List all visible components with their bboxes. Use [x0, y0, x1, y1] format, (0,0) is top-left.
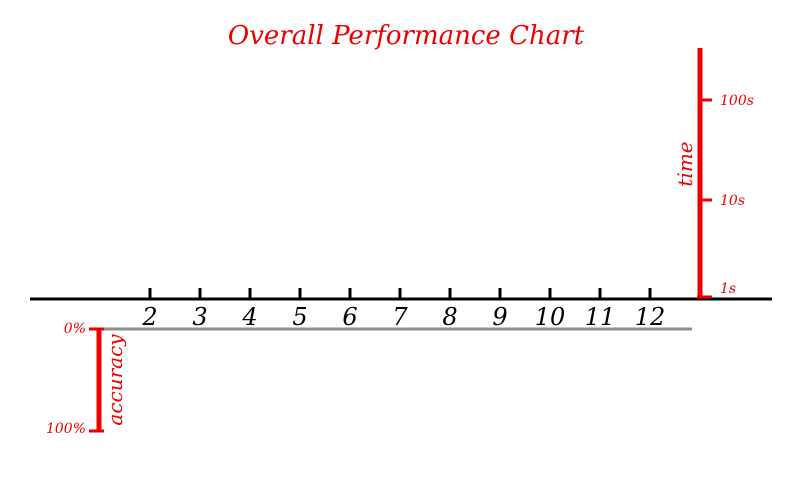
accuracy-tick-label: 100%	[46, 421, 86, 437]
time-tick-label: 100s	[720, 93, 754, 109]
x-tick-label: 9	[492, 303, 507, 331]
time-tick-label: 10s	[720, 193, 745, 209]
x-tick-label: 7	[392, 303, 408, 331]
x-tick-label: 3	[192, 303, 207, 331]
time-tick-label: 1s	[720, 281, 736, 297]
x-tick-label: 11	[585, 303, 616, 331]
x-tick-label: 6	[342, 303, 357, 331]
chart-title: Overall Performance Chart	[228, 21, 585, 51]
accuracy-axis-label: accuracy	[103, 334, 127, 426]
x-tick-label: 12	[635, 303, 666, 331]
x-tick-label: 5	[292, 303, 307, 331]
x-tick-label: 4	[241, 303, 257, 331]
x-tick-label: 10	[535, 303, 566, 331]
time-axis-label: time	[673, 141, 697, 186]
x-tick-label: 8	[442, 303, 457, 331]
x-tick-label: 2	[141, 303, 157, 331]
accuracy-tick-label: 0%	[64, 321, 86, 337]
